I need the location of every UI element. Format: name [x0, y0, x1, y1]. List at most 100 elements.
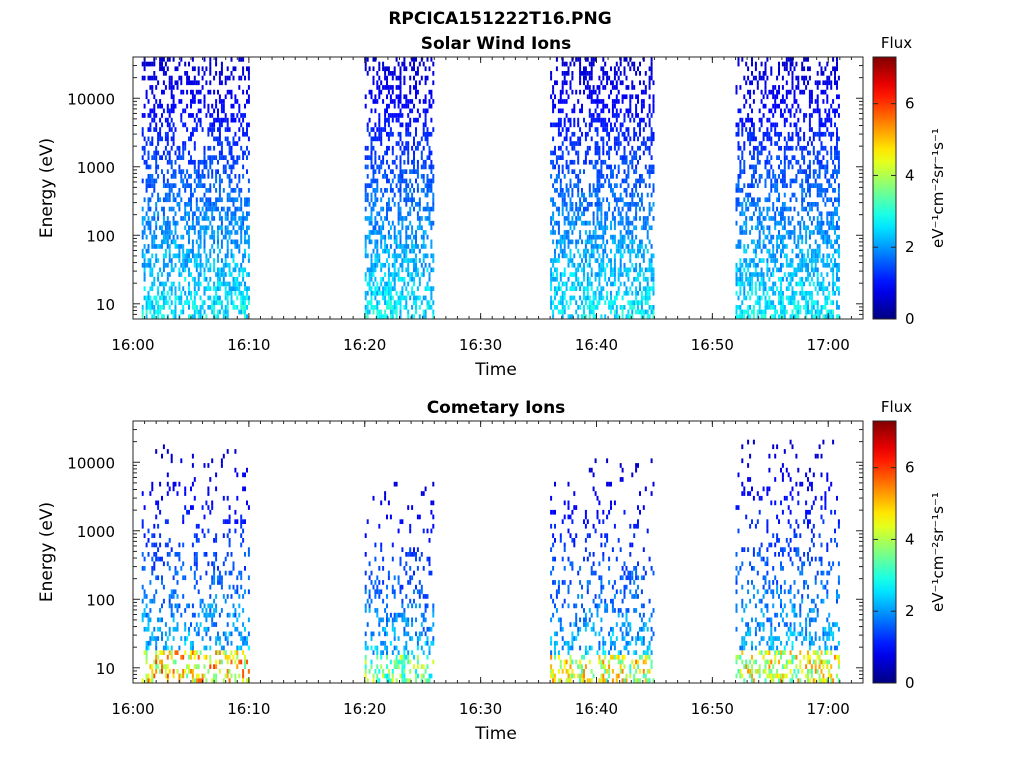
- data-cell-1: [399, 309, 402, 315]
- data-cell-0: [193, 290, 196, 296]
- data-cell-3: [820, 122, 823, 128]
- data-cell-0: [186, 75, 189, 81]
- data-cell-3: [797, 141, 800, 146]
- data-cell-0: [145, 164, 148, 170]
- data-cell-1: [415, 272, 417, 277]
- data-cell-0: [170, 127, 173, 132]
- data-cell-3: [781, 295, 784, 301]
- data-cell-1: [364, 61, 367, 67]
- data-cell-1: [407, 281, 410, 287]
- data-cell-2: [625, 272, 628, 277]
- data-cell-3: [743, 145, 746, 151]
- data-cell-3: [836, 127, 838, 132]
- data-cell-2: [621, 244, 624, 249]
- data-cell-3: [834, 66, 836, 72]
- data-cell-2: [598, 155, 601, 160]
- data-cell-1: [378, 131, 381, 137]
- data-cell-2: [633, 150, 636, 156]
- data-cell-0: [162, 178, 165, 184]
- data-cell-1: [395, 272, 398, 277]
- data-cell-2: [567, 94, 570, 100]
- data-cell-0: [244, 300, 246, 305]
- data-cell-0: [143, 267, 146, 273]
- data-cell-2: [652, 202, 655, 207]
- data-cell-0: [244, 202, 246, 207]
- data-cell-2: [552, 300, 555, 305]
- data-cell-3: [797, 234, 800, 240]
- data-cell-0: [232, 141, 235, 146]
- data-cell-3: [797, 117, 800, 123]
- data-cell-0: [246, 230, 248, 235]
- data-cell-0: [153, 281, 156, 287]
- data-cell-2: [604, 178, 607, 184]
- data-cell-3: [803, 136, 806, 142]
- data-cell-2: [573, 183, 576, 188]
- data-cell-0: [174, 286, 177, 291]
- data-cell-1: [418, 141, 421, 146]
- data-cell-3: [743, 211, 746, 217]
- data-cell-1: [409, 197, 412, 203]
- data-cell-2: [635, 113, 638, 118]
- data-cell-2: [565, 99, 568, 104]
- data-cell-1: [407, 192, 410, 198]
- data-cell-0: [195, 239, 198, 245]
- data-cell-0: [226, 225, 229, 231]
- data-cell-1: [415, 80, 417, 86]
- data-cell-3: [799, 262, 802, 268]
- data-cell-2: [579, 206, 582, 212]
- data-cell-2: [563, 305, 566, 310]
- data-cell-0: [242, 309, 245, 315]
- data-cell-1: [397, 295, 400, 301]
- data-cell-0: [209, 267, 212, 273]
- data-cell-2: [602, 66, 605, 72]
- data-cell-3: [737, 145, 740, 151]
- data-cell-3: [747, 309, 750, 315]
- data-cell-2: [559, 122, 562, 128]
- data-cell-1: [368, 220, 371, 226]
- data-cell-3: [791, 295, 794, 301]
- data-cell-3: [805, 192, 808, 198]
- data-cell-3: [797, 253, 800, 259]
- data-cell-2: [635, 94, 638, 100]
- data-cell-1: [405, 192, 408, 198]
- data-cell-3: [780, 281, 782, 287]
- data-cell-3: [781, 216, 784, 221]
- data-cell-0: [170, 89, 173, 95]
- data-cell-1: [401, 244, 404, 249]
- data-cell-1: [393, 258, 396, 263]
- data-cell-1: [407, 211, 410, 217]
- data-cell-3: [741, 127, 744, 132]
- data-cell-0: [174, 300, 177, 305]
- data-cell-1: [368, 234, 371, 240]
- data-cell-1: [386, 290, 388, 296]
- data-cell-0: [238, 206, 241, 212]
- data-cell-3: [735, 206, 738, 212]
- data-cell-0: [170, 258, 173, 263]
- data-cell-2: [584, 239, 587, 245]
- data-cell-0: [164, 234, 167, 240]
- data-cell-2: [650, 206, 653, 212]
- data-cell-2: [627, 164, 630, 170]
- data-cell-1: [407, 141, 410, 146]
- data-cell-2: [629, 99, 632, 104]
- data-cell-2: [625, 244, 628, 249]
- data-cell-0: [218, 117, 221, 123]
- data-cell-2: [592, 216, 595, 221]
- data-cell-1: [432, 71, 435, 76]
- data-cell-1: [386, 178, 388, 184]
- x-tick-label: 16:30: [459, 336, 502, 354]
- data-cell-3: [772, 314, 775, 319]
- data-cell-3: [824, 131, 827, 137]
- data-cell-2: [592, 290, 595, 296]
- data-cell-1: [418, 281, 421, 287]
- data-cell-2: [579, 75, 582, 81]
- data-cell-3: [751, 61, 753, 67]
- data-cell-1: [411, 99, 414, 104]
- data-cell-3: [818, 127, 821, 132]
- data-cell-3: [795, 314, 798, 319]
- data-cell-3: [783, 159, 786, 165]
- data-cell-2: [633, 61, 636, 67]
- data-cell-1: [432, 174, 435, 179]
- data-cell-0: [162, 234, 165, 240]
- data-cell-0: [182, 244, 185, 249]
